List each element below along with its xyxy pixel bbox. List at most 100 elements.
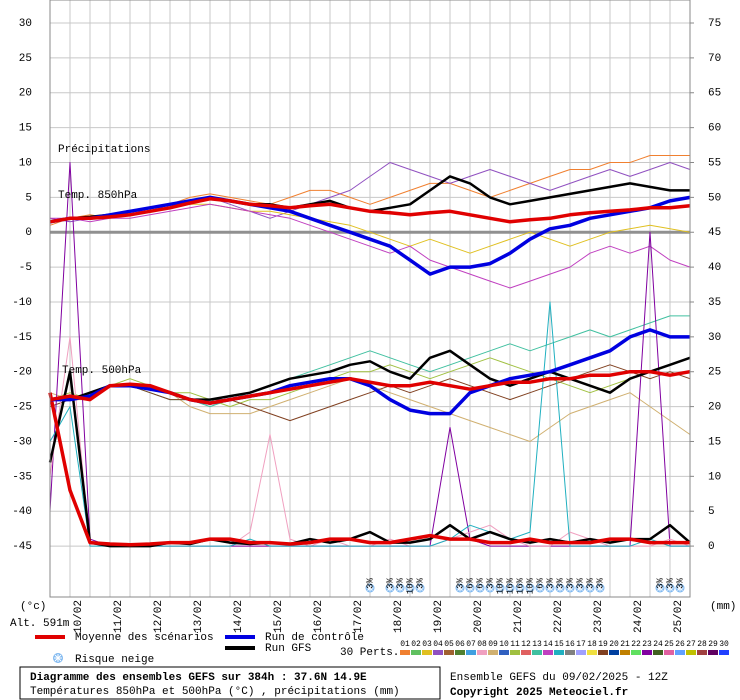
perturbation-label: 16	[565, 640, 575, 649]
perturbation-swatch	[543, 650, 553, 655]
snow-risk	[665, 583, 675, 593]
run-label: Ensemble GEFS du 09/02/2025 - 12Z	[450, 672, 668, 684]
y-tick-label: 30	[19, 18, 32, 30]
snow-risk-label: 3%	[555, 577, 565, 588]
series-line	[49, 369, 691, 405]
x-tick-label: 17/02	[353, 600, 365, 633]
snow-icon-flake	[526, 584, 534, 592]
annotation: Temp. 500hPa	[62, 365, 142, 377]
perturbation-label: 04	[433, 640, 443, 649]
y-tick-label: -40	[12, 506, 32, 518]
snow-risk-label: 3%	[485, 577, 495, 588]
snow-icon-flake	[676, 584, 684, 592]
snow-risk-label: 6%	[475, 577, 485, 588]
snow-risk-label: 3%	[595, 577, 605, 588]
perturbation-swatch	[444, 650, 454, 655]
snow-risk-label: 16%	[515, 577, 525, 594]
y2-tick-label: 5	[708, 506, 715, 518]
y2-tick-label: 70	[708, 53, 721, 65]
snow-risk-label: 16%	[505, 577, 515, 594]
snow-risk	[565, 583, 575, 593]
snow-risk-label: 3%	[365, 577, 375, 588]
perturbation-swatch	[598, 650, 608, 655]
x-tick-label: 23/02	[593, 600, 605, 633]
legend-label: Moyenne des scénarios	[75, 632, 214, 644]
snow-icon-flake	[396, 584, 404, 592]
perturbation-label: 08	[477, 640, 487, 649]
perturbation-swatch	[576, 650, 586, 655]
x-tick-label: 22/02	[553, 600, 565, 633]
annotation: Temp. 850hPa	[58, 190, 138, 202]
perturbation-label: 23	[642, 640, 652, 649]
perturbation-label: 02	[411, 640, 421, 649]
snow-risk-label: 3%	[575, 577, 585, 588]
snow-risk-label: 10%	[405, 577, 415, 594]
y2-tick-label: 55	[708, 157, 721, 169]
perturbation-label: 30	[719, 640, 729, 649]
perturbation-label: 29	[708, 640, 718, 649]
perturbation-swatch	[719, 650, 729, 655]
perturbation-swatch	[620, 650, 630, 655]
x-tick-label: 14/02	[233, 600, 245, 633]
perturbation-label: 07	[466, 640, 476, 649]
y2-tick-label: 25	[708, 367, 721, 379]
x-tick-label: 12/02	[153, 600, 165, 633]
copyright: Copyright 2025 Meteociel.fr	[450, 687, 628, 699]
perturbation-label: 03	[422, 640, 432, 649]
series-lines	[48, 155, 691, 548]
perturbation-label: 26	[675, 640, 685, 649]
y2-tick-label: 20	[708, 402, 721, 414]
snow-icon-flake	[576, 584, 584, 592]
snow-risk-label: 6%	[465, 577, 475, 588]
series-line	[48, 392, 690, 547]
snow-risk	[455, 583, 465, 593]
perturbation-swatch	[708, 650, 718, 655]
y-tick-label: -10	[12, 297, 32, 309]
y2-tick-label: 40	[708, 262, 721, 274]
y-tick-label: -35	[12, 471, 32, 483]
snow-risk	[465, 583, 475, 593]
perturbation-swatch	[664, 650, 674, 655]
snow-risk	[535, 583, 545, 593]
perturbation-label: 10	[499, 640, 509, 649]
y2-tick-label: 75	[708, 18, 721, 30]
snow-risk-label: 10%	[495, 577, 505, 594]
x-tick-label: 25/02	[673, 600, 685, 633]
y-tick-label: -15	[12, 332, 32, 344]
snow-risk	[365, 583, 375, 593]
y-tick-label: -20	[12, 367, 32, 379]
snow-risk	[495, 583, 505, 593]
y2-tick-label: 10	[708, 471, 721, 483]
perturbation-label: 01	[400, 640, 410, 649]
x-tick-label: 16/02	[313, 600, 325, 633]
y2-tick-label: 65	[708, 88, 721, 100]
perturbation-label: 28	[697, 640, 707, 649]
perturbation-label: 18	[587, 640, 597, 649]
perturbation-label: 21	[620, 640, 630, 649]
legend-label: Run de contrôle	[265, 632, 364, 644]
snow-risk	[505, 583, 515, 593]
y2-tick-label: 45	[708, 227, 721, 239]
perturbation-swatch	[455, 650, 465, 655]
snow-icon-flake	[516, 584, 524, 592]
snow-icon-flake	[416, 584, 424, 592]
snow-icon-flake	[476, 584, 484, 592]
snow-risk	[585, 583, 595, 593]
perturbation-swatch	[532, 650, 542, 655]
perturbation-label: 19	[598, 640, 608, 649]
annotation: Précipitations	[58, 144, 150, 156]
y-tick-label: -30	[12, 436, 32, 448]
perturbation-swatch	[631, 650, 641, 655]
x-tick-label: 18/02	[393, 600, 405, 633]
y-tick-label: 0	[25, 227, 32, 239]
series-line	[49, 364, 691, 422]
series-line	[50, 203, 691, 289]
snow-risk-label: 6%	[535, 577, 545, 588]
y2-tick-label: 35	[708, 297, 721, 309]
snow-icon-flake	[466, 584, 474, 592]
perturbation-label: 22	[631, 640, 641, 649]
perturbation-label: 06	[455, 640, 465, 649]
snow-risk-label: 3%	[675, 577, 685, 588]
subtitle: Températures 850hPa et 500hPa (°C) , pré…	[30, 686, 400, 698]
